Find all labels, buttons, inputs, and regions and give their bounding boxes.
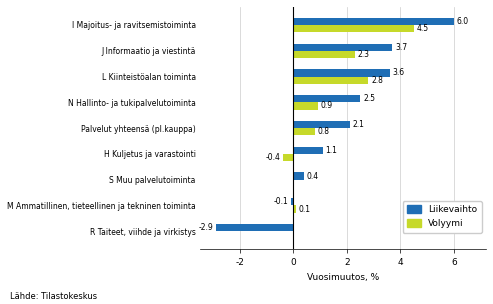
- Bar: [293, 121, 350, 128]
- Text: -0.4: -0.4: [265, 153, 280, 162]
- X-axis label: Vuosimuutos, %: Vuosimuutos, %: [307, 273, 379, 282]
- Bar: [293, 206, 296, 213]
- Legend: Liikevaihto, Volyymi: Liikevaihto, Volyymi: [403, 201, 482, 233]
- Text: 0.1: 0.1: [299, 205, 311, 213]
- Text: 0.8: 0.8: [317, 127, 329, 136]
- Text: Lähde: Tilastokeskus: Lähde: Tilastokeskus: [10, 292, 97, 301]
- Text: -0.1: -0.1: [274, 197, 288, 206]
- Text: 0.4: 0.4: [307, 171, 319, 181]
- Bar: [293, 102, 317, 109]
- Text: 0.9: 0.9: [320, 102, 332, 110]
- Bar: [293, 51, 355, 58]
- Bar: [293, 172, 304, 180]
- Text: 3.6: 3.6: [392, 68, 405, 78]
- Bar: [293, 95, 360, 102]
- Bar: [293, 43, 392, 51]
- Bar: [291, 198, 293, 206]
- Text: 2.5: 2.5: [363, 94, 375, 103]
- Text: -2.9: -2.9: [199, 223, 213, 232]
- Bar: [216, 224, 293, 231]
- Text: 3.7: 3.7: [395, 43, 407, 52]
- Text: 2.1: 2.1: [352, 120, 364, 129]
- Text: 6.0: 6.0: [457, 17, 469, 26]
- Bar: [293, 69, 390, 77]
- Bar: [293, 77, 368, 84]
- Text: 2.3: 2.3: [357, 50, 370, 59]
- Text: 4.5: 4.5: [417, 24, 428, 33]
- Bar: [293, 128, 315, 135]
- Bar: [293, 18, 454, 25]
- Text: 1.1: 1.1: [325, 146, 337, 155]
- Bar: [293, 147, 323, 154]
- Bar: [293, 25, 414, 32]
- Bar: [283, 154, 293, 161]
- Text: 2.8: 2.8: [371, 76, 383, 85]
